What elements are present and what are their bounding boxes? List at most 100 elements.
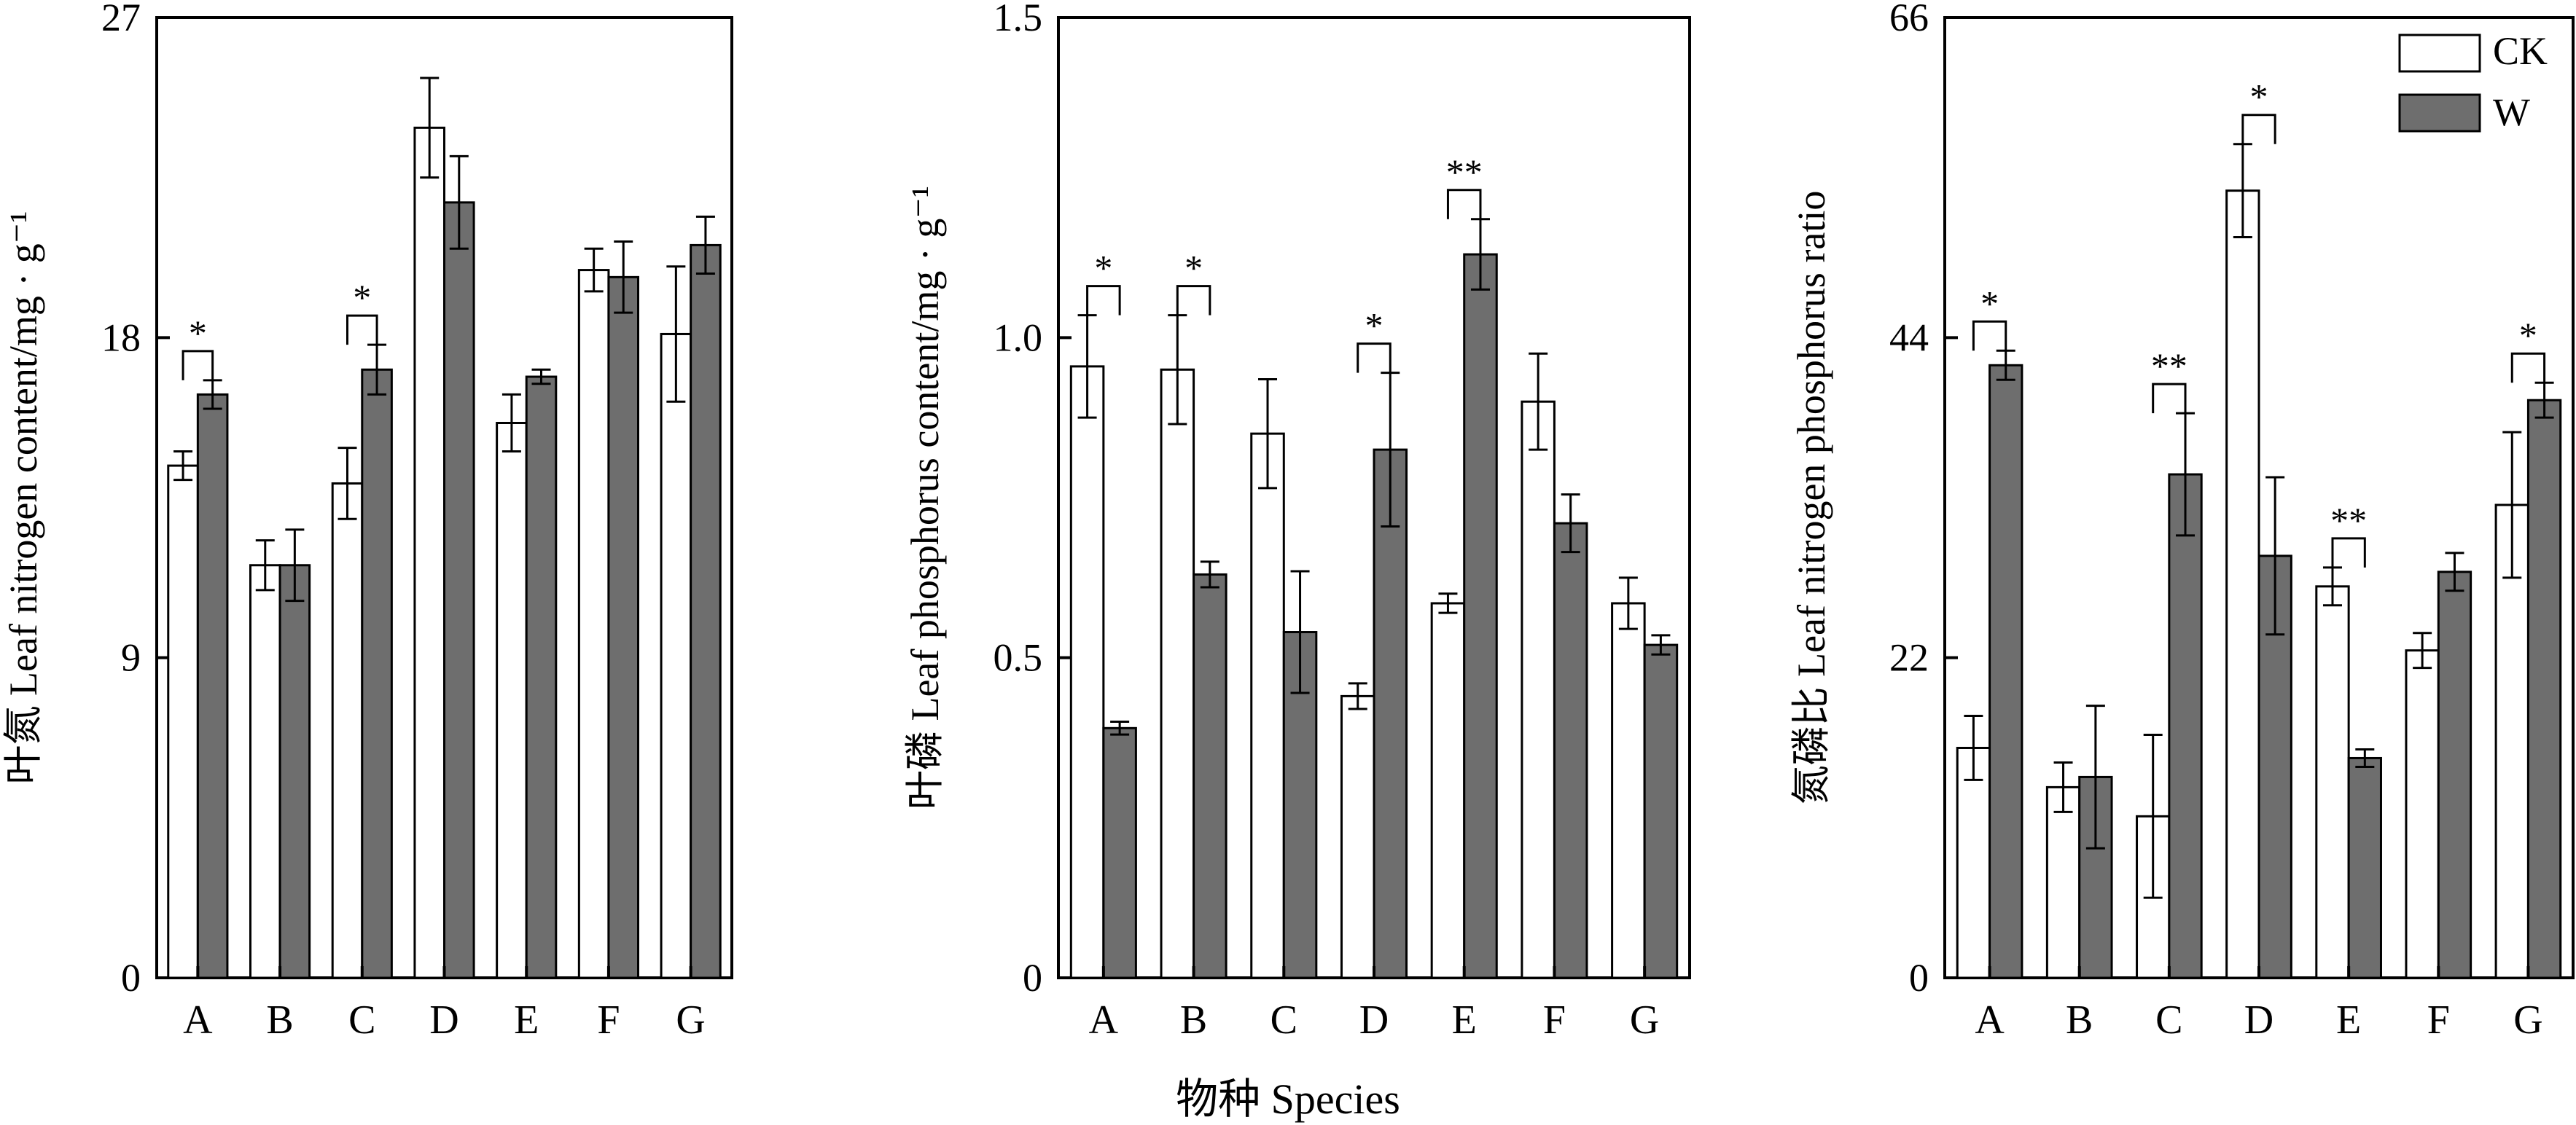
- bar-w-e: [1463, 253, 1498, 979]
- bar-ck-g: [2494, 503, 2529, 979]
- x-tick-label: A: [1975, 997, 2005, 1043]
- y-tick-label: 0.5: [994, 636, 1043, 680]
- legend-label-ck: CK: [2493, 29, 2548, 73]
- y-tick-label: 0: [121, 956, 141, 1000]
- x-tick-label: C: [1271, 997, 1297, 1043]
- significance-label: *: [1094, 248, 1112, 289]
- bar-ck-a: [1069, 365, 1105, 979]
- significance-bracket: [1357, 342, 1392, 373]
- bar-ck-f: [577, 269, 610, 979]
- significance-label: *: [1365, 305, 1383, 346]
- chart-panel-2: 0 0.5 1.0 1.5 叶磷 Leaf phosphorus content/mg …: [903, 0, 1691, 1043]
- x-tick-label: G: [1630, 997, 1659, 1043]
- y-axis-label: 叶氮 Leaf nitrogen content/mg · g⁻¹: [1, 211, 45, 785]
- y-tick-label: 66: [1889, 0, 1929, 39]
- significance-label: *: [189, 313, 207, 353]
- y-tick-label: 0: [1909, 956, 1929, 1000]
- chart-panel-1: 0 9 18 27 叶氮 Leaf nitrogen content/mg · g⁻¹ A…: [1, 0, 733, 1043]
- bar-w-a: [1988, 364, 2023, 979]
- bar-ck-e: [496, 421, 528, 979]
- significance-bracket: [1086, 285, 1121, 315]
- significance-bracket: [2510, 352, 2546, 383]
- y-tick-label: 18: [101, 315, 141, 359]
- x-tick-label: D: [1359, 997, 1389, 1043]
- legend-swatch-ck: [2398, 34, 2481, 73]
- x-tick-label: E: [1452, 997, 1477, 1043]
- bar-w-e: [525, 375, 558, 979]
- y-tick-label: 22: [1889, 636, 1929, 680]
- x-tick-label: B: [1180, 997, 1207, 1043]
- bar-w-f: [2437, 571, 2472, 979]
- x-tick-label: B: [2066, 997, 2093, 1043]
- charts: 0 9 18 27 叶氮 Leaf nitrogen content/mg · g⁻¹ A…: [1, 0, 2575, 1043]
- significance-label: *: [1980, 283, 1999, 324]
- bar-w-b: [1193, 573, 1227, 979]
- bar-w-c: [361, 368, 393, 979]
- x-tick-label: D: [429, 997, 458, 1043]
- y-tick-label: 44: [1889, 315, 1929, 359]
- x-tick-label: B: [266, 997, 293, 1043]
- bar-ck-g: [660, 332, 692, 979]
- x-tick-label: F: [597, 997, 620, 1043]
- bar-ck-g: [1611, 602, 1646, 979]
- x-tick-label: A: [183, 997, 213, 1043]
- bar-ck-a: [167, 464, 199, 979]
- x-tick-label: D: [2244, 997, 2273, 1043]
- bar-w-a: [196, 393, 229, 979]
- legend-swatch-w: [2398, 93, 2481, 133]
- bar-ck-e: [1430, 602, 1466, 979]
- significance-label: *: [353, 277, 371, 318]
- bar-ck-b: [1160, 368, 1195, 979]
- significance-bracket: [182, 350, 214, 380]
- x-tick-label: C: [348, 997, 375, 1043]
- y-axis-label: 叶磷 Leaf phosphorus content/mg · g⁻¹: [903, 186, 947, 810]
- bar-w-d: [1373, 448, 1408, 979]
- bar-ck-f: [1521, 400, 1556, 979]
- bar-w-a: [1102, 726, 1137, 979]
- legend-label-w: W: [2493, 90, 2530, 134]
- significance-bracket: [2152, 383, 2187, 414]
- y-tick-label: 1.5: [994, 0, 1043, 39]
- bar-w-f: [1553, 522, 1588, 979]
- bar-ck-c: [331, 482, 364, 979]
- significance-label: *: [2519, 315, 2537, 356]
- x-tick-label: G: [2513, 997, 2542, 1043]
- significance-bracket: [1972, 320, 2007, 351]
- significance-label: *: [1184, 248, 1203, 289]
- bar-ck-d: [2225, 189, 2260, 979]
- bar-w-b: [278, 564, 311, 979]
- x-axis-label: 物种 Species: [1176, 1075, 1400, 1123]
- bar-ck-d: [1340, 694, 1375, 979]
- significance-label: **: [2330, 500, 2367, 541]
- significance-label: *: [2250, 77, 2268, 117]
- legend: CK W: [2398, 29, 2548, 134]
- bar-w-g: [2526, 399, 2562, 979]
- significance-bracket: [2331, 537, 2366, 568]
- bar-w-c: [2168, 473, 2203, 979]
- significance-bracket: [2241, 114, 2276, 144]
- x-tick-label: E: [2336, 997, 2361, 1043]
- bar-w-d: [443, 201, 475, 979]
- y-tick-label: 1.0: [994, 315, 1043, 359]
- bar-ck-c: [1250, 432, 1285, 979]
- bar-w-f: [607, 275, 640, 979]
- bar-ck-b: [2045, 785, 2081, 979]
- bar-ck-f: [2405, 649, 2440, 979]
- significance-label: **: [2151, 345, 2187, 386]
- x-tick-label: G: [676, 997, 705, 1043]
- y-tick-label: 9: [121, 636, 141, 680]
- bar-ck-a: [1956, 746, 1991, 979]
- significance-bracket: [1446, 189, 1482, 219]
- x-tick-label: F: [1543, 997, 1566, 1043]
- bar-ck-e: [2315, 585, 2350, 979]
- x-tick-label: F: [2427, 997, 2450, 1043]
- y-tick-label: 27: [101, 0, 141, 39]
- y-axis-label: 氮磷比 Leaf nitrogen phosphorus ratio: [1789, 191, 1833, 805]
- bar-w-g: [690, 243, 722, 979]
- y-tick-label: 0: [1023, 956, 1042, 1000]
- bar-ck-d: [413, 126, 445, 979]
- x-tick-label: E: [514, 997, 539, 1043]
- chart-panel-3: 0 22 44 66 氮磷比 Leaf nitrogen phosphorus rati…: [1789, 0, 2575, 1043]
- bar-w-e: [2347, 756, 2382, 979]
